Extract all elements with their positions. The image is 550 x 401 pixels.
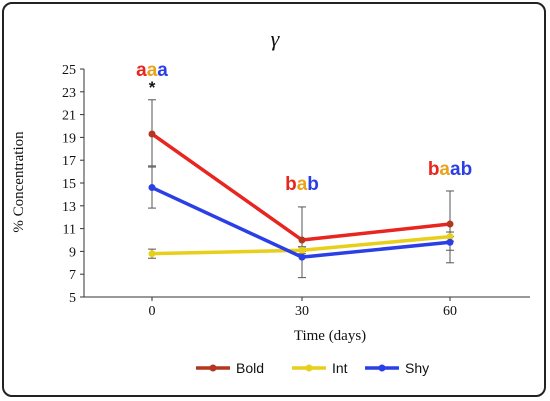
y-tick-label: 7	[69, 268, 76, 283]
legend-label-bold: Bold	[236, 360, 264, 376]
significance-star: *	[149, 78, 156, 97]
y-tick-label: 15	[62, 177, 76, 192]
y-tick-label: 25	[62, 63, 76, 78]
significance-letters: baab	[428, 159, 472, 180]
data-point-int	[148, 250, 156, 258]
data-point-bold	[148, 130, 156, 138]
legend-label-int: Int	[332, 360, 348, 376]
chart-title: γ	[271, 26, 281, 51]
y-tick-label: 13	[62, 200, 76, 215]
legend-marker-shy	[378, 364, 386, 372]
legend-marker-int	[305, 364, 313, 372]
significance-letter: a	[136, 60, 147, 81]
data-point-bold	[446, 220, 454, 228]
significance-letter: a	[439, 159, 450, 180]
data-point-bold	[298, 236, 306, 244]
y-tick-label: 9	[69, 245, 76, 260]
significance-letter: a	[157, 60, 168, 81]
y-tick-label: 19	[62, 131, 76, 146]
data-point-shy	[298, 253, 306, 261]
axes: 5 7 9 11 13 15 17 19 21 23 25 0 30 60	[62, 63, 530, 319]
legend: Bold Int Shy	[196, 360, 429, 376]
y-tick-label: 11	[63, 223, 76, 238]
significance-letter: b	[307, 174, 319, 195]
x-tick-label: 0	[149, 304, 156, 319]
significance-letter: ab	[450, 159, 472, 180]
y-axis-label: % Concentration	[11, 131, 27, 233]
x-axis-label: Time (days)	[294, 328, 366, 344]
data-point-shy	[446, 238, 454, 246]
significance-letter: b	[285, 174, 297, 195]
data-point-int	[446, 233, 454, 241]
legend-marker-bold	[209, 364, 217, 372]
legend-label-shy: Shy	[405, 360, 429, 376]
y-tick-label: 5	[69, 291, 76, 306]
significance-letter: a	[147, 60, 158, 81]
y-tick-label: 17	[62, 154, 76, 169]
significance-letter: a	[297, 174, 308, 195]
series-markers	[148, 130, 454, 261]
x-tick-label: 60	[443, 304, 457, 319]
data-point-shy	[148, 184, 156, 192]
significance-letters: aaa	[136, 60, 168, 81]
y-tick-label: 23	[62, 86, 76, 101]
data-point-int	[298, 246, 306, 254]
x-tick-label: 30	[295, 304, 309, 319]
significance-letter: *	[149, 78, 156, 97]
y-tick-label: 21	[62, 109, 76, 124]
significance-letter: b	[428, 159, 440, 180]
chart-frame	[2, 2, 546, 397]
significance-letters: bab	[285, 174, 319, 195]
